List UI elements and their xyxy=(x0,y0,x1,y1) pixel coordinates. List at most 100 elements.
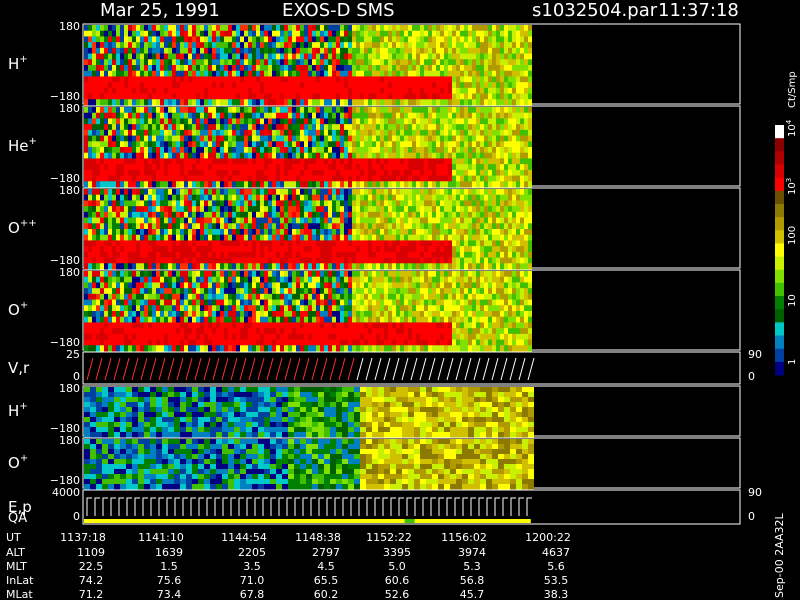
heatmap-cell xyxy=(116,288,120,295)
heatmap-cell xyxy=(320,194,324,201)
heatmap-cell xyxy=(376,240,380,247)
heatmap-cell xyxy=(212,194,216,201)
heatmap-cell xyxy=(212,87,216,95)
heatmap-cell xyxy=(312,135,316,142)
heatmap-cell xyxy=(360,53,364,60)
heatmap-cell xyxy=(88,240,92,247)
heatmap-cell xyxy=(432,169,436,177)
heatmap-cell xyxy=(188,181,192,188)
heatmap-cell xyxy=(452,206,456,213)
heatmap-cell xyxy=(448,175,452,182)
heatmap-cell xyxy=(460,246,464,253)
heatmap-cell xyxy=(192,124,196,131)
heatmap-cell xyxy=(104,53,108,60)
heatmap-cell xyxy=(300,240,304,247)
heatmap-cell xyxy=(472,189,476,196)
heatmap-cell xyxy=(220,42,224,49)
heatmap-cell xyxy=(120,112,124,119)
heatmap-cell xyxy=(528,59,532,66)
heatmap-cell xyxy=(512,189,516,196)
heatmap-cell xyxy=(168,158,172,165)
heatmap-cell xyxy=(228,141,232,148)
heatmap-cell xyxy=(524,169,528,177)
heatmap-cell xyxy=(352,82,356,89)
heatmap-cell xyxy=(376,169,380,177)
heatmap-cell xyxy=(516,223,520,230)
heatmap-cell xyxy=(100,76,104,83)
heatmap-cell xyxy=(176,158,180,165)
heatmap-cell xyxy=(452,141,456,148)
heatmap-cell xyxy=(348,169,352,177)
heatmap-cell xyxy=(120,99,124,106)
heatmap-cell xyxy=(128,194,132,201)
heatmap-cell xyxy=(376,189,380,196)
heatmap-cell xyxy=(324,147,328,154)
heatmap-cell xyxy=(276,147,280,154)
heatmap-cell xyxy=(128,82,132,89)
heatmap-cell xyxy=(476,189,480,196)
heatmap-cell xyxy=(364,82,368,89)
heatmap-cell xyxy=(368,65,372,72)
heatmap-cell xyxy=(432,36,436,43)
heatmap-cell xyxy=(172,65,176,72)
heatmap-cell xyxy=(196,234,200,241)
heatmap-cell xyxy=(268,257,272,264)
heatmap-cell xyxy=(520,93,524,100)
heatmap-cell xyxy=(316,112,320,119)
heatmap-cell xyxy=(284,82,288,89)
heatmap-cell xyxy=(364,42,368,49)
heatmap-cell xyxy=(264,158,268,165)
heatmap-cell xyxy=(300,129,304,137)
heatmap-cell xyxy=(248,76,252,83)
heatmap-cell xyxy=(244,229,248,236)
heatmap-cell xyxy=(136,175,140,182)
heatmap-cell xyxy=(196,53,200,60)
heatmap-cell xyxy=(280,240,284,247)
heatmap-cell xyxy=(260,251,264,259)
heatmap-cell xyxy=(244,118,248,125)
heatmap-cell xyxy=(336,240,340,247)
heatmap-cell xyxy=(496,169,500,177)
heatmap-cell xyxy=(452,152,456,159)
heatmap-cell xyxy=(408,25,412,32)
heatmap-cell xyxy=(180,65,184,72)
heatmap-cell xyxy=(180,240,184,247)
heatmap-cell xyxy=(204,107,208,114)
heatmap-cell xyxy=(196,82,200,89)
heatmap-cell xyxy=(428,158,432,165)
heatmap-cell xyxy=(452,189,456,196)
heatmap-cell xyxy=(348,175,352,182)
heatmap-cell xyxy=(244,152,248,159)
heatmap-cell xyxy=(136,305,140,312)
heatmap-cell xyxy=(232,30,236,37)
heatmap-cell xyxy=(476,53,480,60)
heatmap-cell xyxy=(152,328,156,335)
heatmap-cell xyxy=(184,59,188,66)
heatmap-cell xyxy=(364,30,368,37)
heatmap-cell xyxy=(448,36,452,43)
heatmap-cell xyxy=(196,99,200,106)
heatmap-cell xyxy=(116,129,120,137)
heatmap-cell xyxy=(480,257,484,264)
heatmap-cell xyxy=(300,234,304,241)
heatmap-cell xyxy=(276,175,280,182)
heatmap-cell xyxy=(132,276,136,283)
heatmap-cell xyxy=(500,59,504,66)
heatmap-cell xyxy=(92,70,96,77)
heatmap-cell xyxy=(112,76,116,83)
heatmap-cell xyxy=(148,217,152,224)
heatmap-cell xyxy=(332,211,336,219)
heatmap-cell xyxy=(260,217,264,224)
heatmap-cell xyxy=(464,42,468,49)
heatmap-cell xyxy=(148,70,152,77)
heatmap-cell xyxy=(408,112,412,119)
heatmap-cell xyxy=(300,147,304,154)
heatmap-cell xyxy=(116,263,120,270)
heatmap-cell xyxy=(352,129,356,137)
heatmap-cell xyxy=(508,164,512,171)
heatmap-cell xyxy=(104,99,108,106)
heatmap-cell xyxy=(248,82,252,89)
heatmap-cell xyxy=(292,246,296,253)
heatmap-cell xyxy=(292,59,296,66)
heatmap-cell xyxy=(372,246,376,253)
